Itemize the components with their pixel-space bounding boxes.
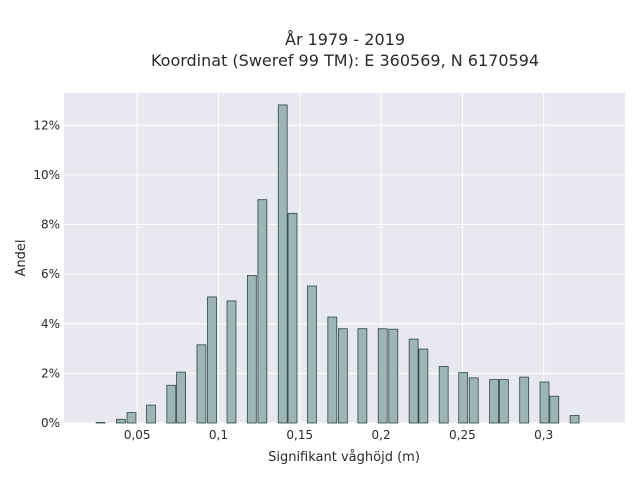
histogram-bar bbox=[438, 366, 449, 424]
histogram-bar bbox=[569, 415, 580, 424]
x-tick-label: 0,05 bbox=[124, 428, 151, 442]
histogram-bar bbox=[498, 379, 509, 424]
histogram-bar bbox=[458, 372, 469, 424]
histogram-bar bbox=[377, 328, 388, 424]
histogram-bar bbox=[418, 348, 429, 424]
x-axis-label: Signifikant våghöjd (m) bbox=[268, 450, 420, 465]
x-tick-label: 0,25 bbox=[449, 428, 476, 442]
histogram-bar bbox=[519, 376, 530, 424]
chart-title-line1: År 1979 - 2019 bbox=[285, 30, 405, 49]
histogram-bar bbox=[196, 344, 207, 424]
x-tick-label: 0,2 bbox=[372, 428, 391, 442]
histogram-bar bbox=[388, 328, 399, 424]
y-tick-labels: 0% 2% 4% 6% 8% 10% 12% bbox=[33, 118, 60, 430]
histogram-bar bbox=[207, 296, 217, 424]
histogram-bar bbox=[327, 316, 338, 424]
y-tick-label: 12% bbox=[33, 118, 60, 132]
histogram-bar bbox=[539, 381, 550, 424]
y-tick-label: 0% bbox=[41, 416, 60, 430]
histogram-bar bbox=[338, 328, 348, 424]
y-tick-label: 6% bbox=[41, 267, 60, 281]
histogram-bar bbox=[95, 422, 106, 424]
histogram-bar bbox=[146, 404, 156, 424]
x-tick-label: 0,3 bbox=[534, 428, 553, 442]
histogram-bar bbox=[549, 395, 560, 424]
y-tick-label: 8% bbox=[41, 218, 60, 232]
histogram-bar bbox=[257, 199, 268, 424]
y-tick-label: 2% bbox=[41, 366, 60, 380]
histogram-bar bbox=[489, 379, 499, 424]
histogram-bar bbox=[166, 384, 177, 424]
histogram-bar bbox=[468, 377, 479, 424]
histogram-bar bbox=[408, 338, 419, 424]
histogram-bar bbox=[126, 412, 137, 424]
y-tick-label: 4% bbox=[41, 317, 60, 331]
histogram-bar bbox=[116, 418, 126, 424]
y-tick-label: 10% bbox=[33, 168, 60, 182]
histogram-bar bbox=[357, 328, 368, 424]
x-tick-label: 0,1 bbox=[209, 428, 228, 442]
x-tick-label: 0,15 bbox=[286, 428, 313, 442]
histogram-bar bbox=[246, 274, 257, 424]
histogram-bar bbox=[277, 104, 288, 424]
histogram-bar bbox=[287, 212, 298, 424]
x-tick-labels: 0,05 0,1 0,15 0,2 0,25 0,3 bbox=[124, 428, 553, 442]
y-axis-label: Andel bbox=[14, 240, 29, 277]
bars bbox=[95, 104, 580, 424]
histogram-bar bbox=[307, 285, 317, 424]
histogram-bar bbox=[176, 371, 186, 424]
histogram-bar bbox=[226, 300, 237, 424]
chart-title-line2: Koordinat (Sweref 99 TM): E 360569, N 61… bbox=[151, 51, 539, 70]
